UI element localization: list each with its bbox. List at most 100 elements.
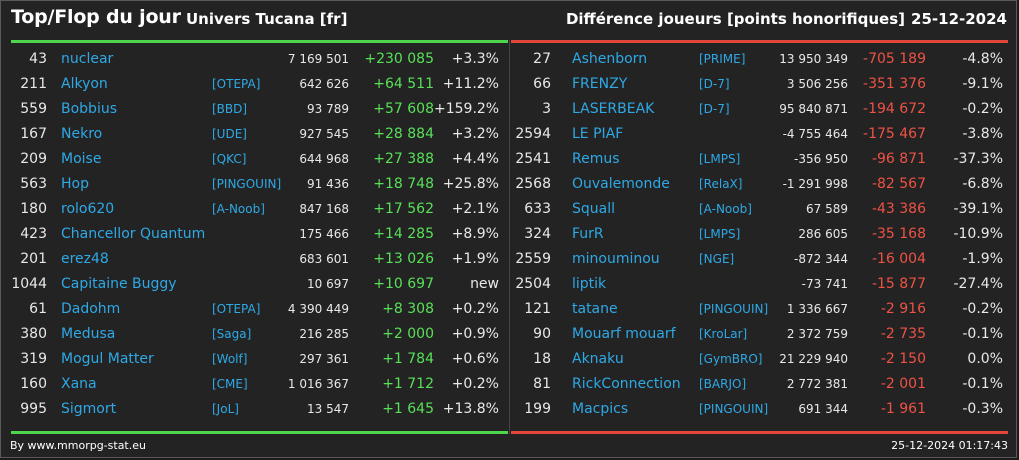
player-clan-link[interactable]: [UDE] bbox=[212, 127, 247, 141]
player-name-link[interactable]: rolo620 bbox=[61, 201, 115, 217]
points-difference: -96 871 bbox=[871, 151, 926, 167]
player-clan-link[interactable]: [D-7] bbox=[699, 102, 730, 116]
player-clan-link[interactable]: [PINGOUIN] bbox=[699, 302, 769, 316]
player-name-link[interactable]: Mogul Matter bbox=[61, 351, 154, 367]
player-name-link[interactable]: Moise bbox=[61, 151, 102, 167]
player-name-link[interactable]: Capitaine Buggy bbox=[61, 276, 177, 292]
percent-change: +159.2% bbox=[434, 101, 500, 117]
player-rank: 66 bbox=[533, 76, 551, 92]
player-name-link[interactable]: Dadohm bbox=[61, 301, 121, 317]
player-clan-link[interactable]: [BARJO] bbox=[699, 377, 747, 391]
player-name-link[interactable]: RickConnection bbox=[572, 376, 681, 392]
player-points: 10 697 bbox=[307, 277, 349, 291]
player-name-link[interactable]: Mouarf mouarf bbox=[572, 326, 676, 342]
player-name-link[interactable]: Chancellor Quantum bbox=[61, 226, 206, 242]
flop-accent-bar-bottom bbox=[511, 431, 1008, 434]
player-name-link[interactable]: Hop bbox=[61, 176, 89, 192]
player-rank: 211 bbox=[20, 76, 47, 92]
player-name-link[interactable]: Ouvalemonde bbox=[572, 176, 670, 192]
player-rank: 559 bbox=[20, 101, 47, 117]
player-clan-link[interactable]: [OTEPA] bbox=[212, 302, 261, 316]
player-name-link[interactable]: liptik bbox=[572, 276, 607, 292]
player-name-link[interactable]: Nekro bbox=[61, 126, 103, 142]
player-name-link[interactable]: Medusa bbox=[61, 326, 116, 342]
top-row: 180 rolo620 [A-Noob] 847 168 +17 562 +2.1% bbox=[11, 197, 508, 222]
player-clan-link[interactable]: [Saga] bbox=[212, 327, 252, 341]
player-name-link[interactable]: nuclear bbox=[61, 51, 114, 67]
flop-row: 3 LASERBEAK [D-7] 95 840 871 -194 672 -0.2% bbox=[511, 97, 1008, 122]
player-clan-link[interactable]: [LMPS] bbox=[699, 227, 741, 241]
percent-change: +2.1% bbox=[451, 201, 499, 217]
player-clan-link[interactable]: [D-7] bbox=[699, 77, 730, 91]
player-rank: 43 bbox=[29, 51, 47, 67]
player-name-link[interactable]: LE PIAF bbox=[572, 126, 624, 142]
flop-row: 324 FurR [LMPS] 286 605 -35 168 -10.9% bbox=[511, 222, 1008, 247]
player-clan-link[interactable]: [GymBRO] bbox=[699, 352, 763, 366]
player-name-link[interactable]: FRENZY bbox=[572, 76, 628, 92]
player-rank: 2594 bbox=[515, 126, 551, 142]
player-name-link[interactable]: LASERBEAK bbox=[572, 101, 655, 117]
player-clan-link[interactable]: [CME] bbox=[212, 377, 248, 391]
player-rank: 633 bbox=[524, 201, 551, 217]
player-name-link[interactable]: Sigmort bbox=[61, 401, 117, 417]
points-difference: +1 712 bbox=[382, 376, 434, 392]
player-clan-link[interactable]: [OTEPA] bbox=[212, 77, 261, 91]
player-rank: 167 bbox=[20, 126, 47, 142]
player-clan-link[interactable]: [A-Noob] bbox=[212, 202, 265, 216]
page-title: Top/Flop du jour bbox=[11, 6, 181, 28]
player-name-link[interactable]: Ashenborn bbox=[572, 51, 648, 67]
player-name-link[interactable]: minouminou bbox=[572, 251, 660, 267]
points-difference: +57 608 bbox=[373, 101, 434, 117]
percent-change: -6.8% bbox=[962, 176, 1003, 192]
player-clan-link[interactable]: [A-Noob] bbox=[699, 202, 752, 216]
player-points: 1 336 667 bbox=[786, 302, 848, 316]
player-rank: 319 bbox=[20, 351, 47, 367]
player-clan-link[interactable]: [PINGOUIN] bbox=[212, 177, 282, 191]
player-clan-link[interactable]: [PRIME] bbox=[699, 52, 746, 66]
points-difference: -351 376 bbox=[863, 76, 926, 92]
metric-label: Différence joueurs [points honorifiques] bbox=[565, 10, 905, 28]
flop-list: 27 Ashenborn [PRIME] 13 950 349 -705 189 -4.8… bbox=[511, 47, 1008, 422]
player-name-link[interactable]: Bobbius bbox=[61, 101, 117, 117]
player-clan-link[interactable]: [JoL] bbox=[212, 402, 239, 416]
player-name-link[interactable]: tatane bbox=[572, 301, 618, 317]
player-name-link[interactable]: Squall bbox=[572, 201, 616, 217]
flop-row: 81 RickConnection [BARJO] 2 772 381 -2 001 -0… bbox=[511, 372, 1008, 397]
flop-accent-bar bbox=[511, 40, 1008, 43]
player-points: 2 772 381 bbox=[786, 377, 848, 391]
player-clan-link[interactable]: [RelaX] bbox=[699, 177, 743, 191]
player-clan-link[interactable]: [QKC] bbox=[212, 152, 247, 166]
points-difference: -2 916 bbox=[880, 301, 926, 317]
player-points: 3 506 256 bbox=[786, 77, 848, 91]
player-clan-link[interactable]: [PINGOUIN] bbox=[699, 402, 769, 416]
player-name-link[interactable]: erez48 bbox=[61, 251, 109, 267]
player-name-link[interactable]: Alkyon bbox=[61, 76, 108, 92]
percent-change: -10.9% bbox=[953, 226, 1003, 242]
player-clan-link[interactable]: [BBD] bbox=[212, 102, 248, 116]
player-clan-link[interactable]: [LMPS] bbox=[699, 152, 741, 166]
player-name-link[interactable]: Macpics bbox=[572, 401, 629, 417]
player-points: 21 229 940 bbox=[779, 352, 848, 366]
player-clan-link[interactable]: [Wolf] bbox=[212, 352, 248, 366]
player-clan-link[interactable]: [KroLar] bbox=[699, 327, 748, 341]
player-points: 95 840 871 bbox=[779, 102, 848, 116]
percent-change: new bbox=[470, 276, 499, 292]
player-clan-link[interactable]: [NGE] bbox=[699, 252, 735, 266]
player-points: 13 547 bbox=[307, 402, 349, 416]
player-points: 91 436 bbox=[307, 177, 349, 191]
percent-change: 0.0% bbox=[967, 351, 1003, 367]
percent-change: -0.2% bbox=[962, 301, 1003, 317]
percent-change: -0.2% bbox=[962, 101, 1003, 117]
player-name-link[interactable]: Aknaku bbox=[572, 351, 624, 367]
points-difference: +230 085 bbox=[364, 51, 434, 67]
top-row: 559 Bobbius [BBD] 93 789 +57 608 +159.2% bbox=[11, 97, 508, 122]
player-points: -73 741 bbox=[801, 277, 848, 291]
percent-change: -0.1% bbox=[962, 376, 1003, 392]
top-row: 209 Moise [QKC] 644 968 +27 388 +4.4% bbox=[11, 147, 508, 172]
player-rank: 81 bbox=[533, 376, 551, 392]
player-name-link[interactable]: FurR bbox=[572, 226, 604, 242]
player-name-link[interactable]: Xana bbox=[61, 376, 97, 392]
player-name-link[interactable]: Remus bbox=[572, 151, 620, 167]
points-difference: +8 308 bbox=[382, 301, 434, 317]
